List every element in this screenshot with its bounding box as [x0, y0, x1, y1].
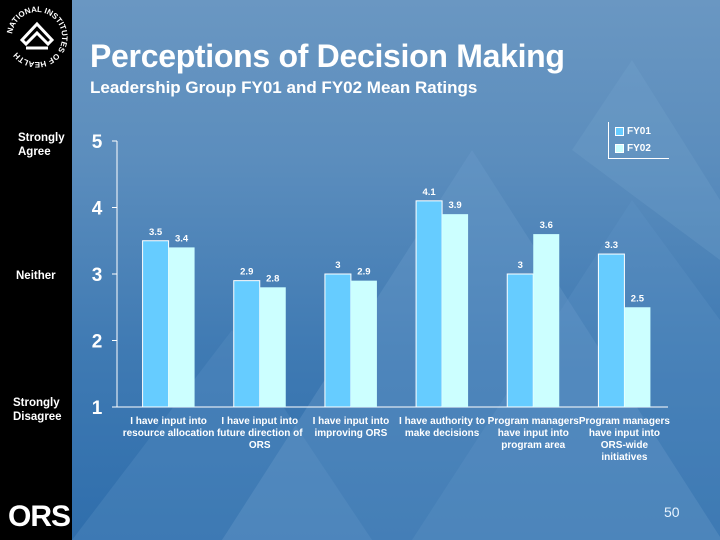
bar-fy01 — [142, 240, 170, 408]
data-label-fy01: 2.9 — [240, 267, 253, 278]
data-label-fy01: 3 — [335, 260, 340, 271]
scale-label-strongly-agree: Strongly Agree — [18, 132, 65, 158]
legend-item-fy01: FY01 — [615, 126, 651, 137]
ors-logo: ORS — [8, 500, 71, 533]
data-label-fy01: 4.1 — [422, 187, 436, 198]
legend-item-fy02: FY02 — [615, 143, 651, 154]
bar-fy01 — [324, 273, 352, 408]
scale-label-neither: Neither — [16, 270, 56, 282]
background-mountains — [72, 60, 720, 540]
bar-fy02 — [350, 280, 377, 407]
slide-title: Perceptions of Decision Making — [90, 38, 565, 74]
legend-label-fy02: FY02 — [627, 143, 651, 154]
y-tick-label: 3 — [92, 265, 103, 286]
data-label-fy01: 3 — [518, 260, 523, 271]
y-tick-label: 5 — [92, 132, 103, 153]
sidebar — [0, 0, 72, 540]
data-label-fy02: 3.6 — [540, 220, 553, 231]
bar-fy02 — [168, 247, 195, 407]
bar-fy02 — [533, 234, 560, 407]
y-tick-label: 2 — [92, 332, 103, 353]
category-label: Program managers have input into ORS-wid… — [578, 416, 670, 463]
legend-swatch-fy01 — [615, 127, 624, 136]
data-label-fy02: 2.5 — [631, 293, 645, 304]
bar-fy02 — [442, 214, 469, 407]
category-label: I have input into resource allocation — [122, 416, 215, 439]
page-number: 50 — [664, 504, 680, 520]
legend-label-fy01: FY01 — [627, 126, 651, 137]
scale-label-strongly-disagree: Strongly Disagree — [13, 397, 62, 423]
category-label: I have input into improving ORS — [312, 416, 390, 439]
y-tick-label: 4 — [92, 199, 103, 220]
category-label: I have authority to make decisions — [399, 416, 486, 439]
data-label-fy02: 2.9 — [357, 267, 370, 278]
data-label-fy02: 3.4 — [175, 233, 189, 244]
slide-subtitle: Leadership Group FY01 and FY02 Mean Rati… — [90, 78, 478, 97]
data-label-fy02: 2.8 — [266, 273, 279, 284]
bar-fy02 — [259, 287, 286, 407]
y-tick-label: 1 — [92, 398, 103, 419]
bar-fy01 — [506, 273, 534, 408]
category-label: Program managers have input into program… — [487, 416, 579, 451]
legend-swatch-fy02 — [615, 144, 624, 153]
nih-logo: NATIONAL INSTITUTES OF HEALTH — [5, 5, 69, 69]
bar-fy02 — [624, 307, 651, 407]
bar-fy01 — [233, 280, 261, 408]
nih-emblem-icon — [19, 21, 55, 50]
bar-fy01 — [597, 253, 625, 408]
data-label-fy02: 3.9 — [448, 200, 461, 211]
chart-legend: FY01 FY02 — [608, 122, 669, 159]
bar-fy01 — [415, 200, 443, 408]
data-label-fy01: 3.3 — [605, 240, 618, 251]
data-label-fy01: 3.5 — [149, 227, 163, 238]
category-label: I have input into future direction of OR… — [216, 416, 303, 451]
